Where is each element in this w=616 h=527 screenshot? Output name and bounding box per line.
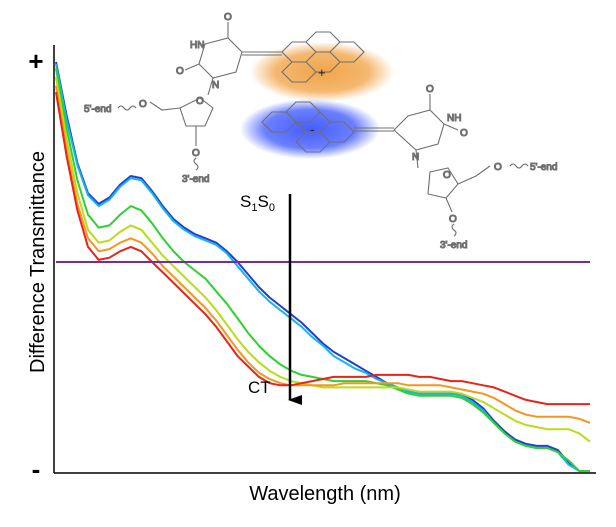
label-o-sugar-right: O: [449, 214, 457, 225]
label-plus: +: [318, 65, 326, 80]
series-line-orange: [55, 85, 591, 424]
label-5end-left: 5'-end: [84, 104, 112, 115]
n-to-sugar-right: [415, 149, 419, 169]
uracil-ring-left: [198, 37, 243, 79]
label-n-left: N: [212, 80, 219, 91]
series-line-red: [55, 92, 590, 406]
label-o-mid: O: [176, 66, 184, 77]
label-s1s0-sub2: 0: [269, 202, 275, 214]
label-ct: CT: [248, 378, 271, 397]
label-o-ring-left: O: [196, 96, 204, 107]
label-3end-right: 3'-end: [440, 240, 468, 251]
uracil-carbonyl-right: [443, 123, 459, 131]
label-hn: HN: [190, 40, 204, 51]
label-s1s0: S1S0: [240, 192, 275, 214]
label-o-link-right: O: [494, 162, 502, 173]
label-o-top: O: [224, 12, 232, 23]
series-group: [55, 61, 591, 472]
label-5end-right: 5'-end: [530, 162, 558, 173]
y-axis-label: Difference Transmittance: [27, 151, 49, 373]
pyrene-cation: [281, 31, 365, 83]
label-s1s0-sub1: 1: [251, 202, 257, 214]
label-s1s0-s2: S: [257, 192, 268, 211]
series-line-blue: [55, 61, 590, 472]
backbone-wavy-right-bottom: [451, 223, 457, 237]
sugar-ring-right: [427, 167, 459, 199]
pyrene-anion: [261, 101, 355, 153]
sugar-oh-right: [445, 197, 453, 213]
y-tick-plus: +: [28, 46, 43, 76]
label-o-link-left: O: [139, 99, 147, 110]
alkyne-link-bottom: [354, 127, 394, 132]
label-o-sugar-left: O: [192, 148, 200, 159]
series-line-yellow-green: [55, 76, 591, 443]
x-axis-label: Wavelength (nm): [249, 483, 401, 505]
label-o-ring-right: O: [443, 170, 451, 181]
label-3end-left: 3'-end: [182, 174, 210, 185]
backbone-wavy-left: [117, 105, 137, 111]
y-tick-minus: -: [32, 454, 41, 484]
anion-glow: [240, 99, 380, 159]
label-minus: -: [310, 121, 315, 137]
label-s1s0-s: S: [240, 192, 251, 211]
backbone-wavy-left-bottom: [193, 157, 199, 171]
label-o-right: O: [460, 128, 468, 139]
molecule-diagram: HN O O N O O 5'-end O 3'-end + - O NH O …: [83, 11, 558, 251]
uracil-ring-right: [393, 109, 445, 151]
n-to-sugar-left: [207, 77, 214, 96]
backbone-wavy-right: [509, 163, 529, 169]
sugar-link-left: [149, 101, 181, 111]
alkyne-link-top: [242, 51, 282, 56]
sugar-link-right: [457, 165, 491, 185]
label-nh-right: NH: [447, 113, 461, 124]
label-n-right: N: [412, 152, 419, 163]
label-o-top-right: O: [426, 84, 434, 95]
uracil-carbonyl-left: [184, 63, 200, 71]
